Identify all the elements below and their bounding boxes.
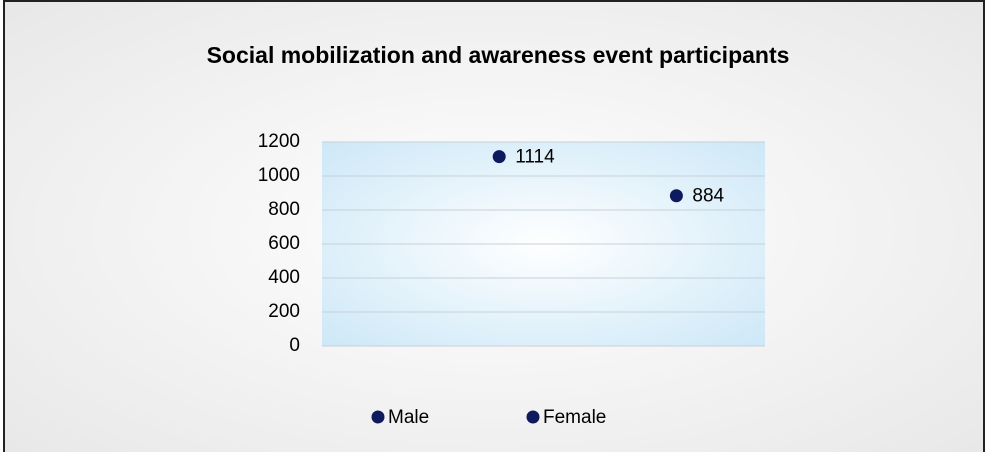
data-label: 1114 <box>515 147 555 168</box>
y-tick-label: 400 <box>268 267 300 288</box>
y-tick-label: 600 <box>268 233 300 254</box>
data-label: 884 <box>692 186 724 207</box>
data-point <box>669 189 683 203</box>
data-point <box>492 150 506 164</box>
chart-title: Social mobilization and awareness event … <box>207 42 790 68</box>
legend-marker <box>371 410 385 424</box>
y-tick-label: 1000 <box>258 165 300 186</box>
y-tick-label: 800 <box>268 199 300 220</box>
legend-label: Male <box>388 407 429 428</box>
y-tick-label: 0 <box>289 335 300 356</box>
legend-label: Female <box>543 407 606 428</box>
y-tick-label: 1200 <box>258 131 300 152</box>
y-tick-label: 200 <box>268 301 300 322</box>
legend-marker <box>526 410 540 424</box>
